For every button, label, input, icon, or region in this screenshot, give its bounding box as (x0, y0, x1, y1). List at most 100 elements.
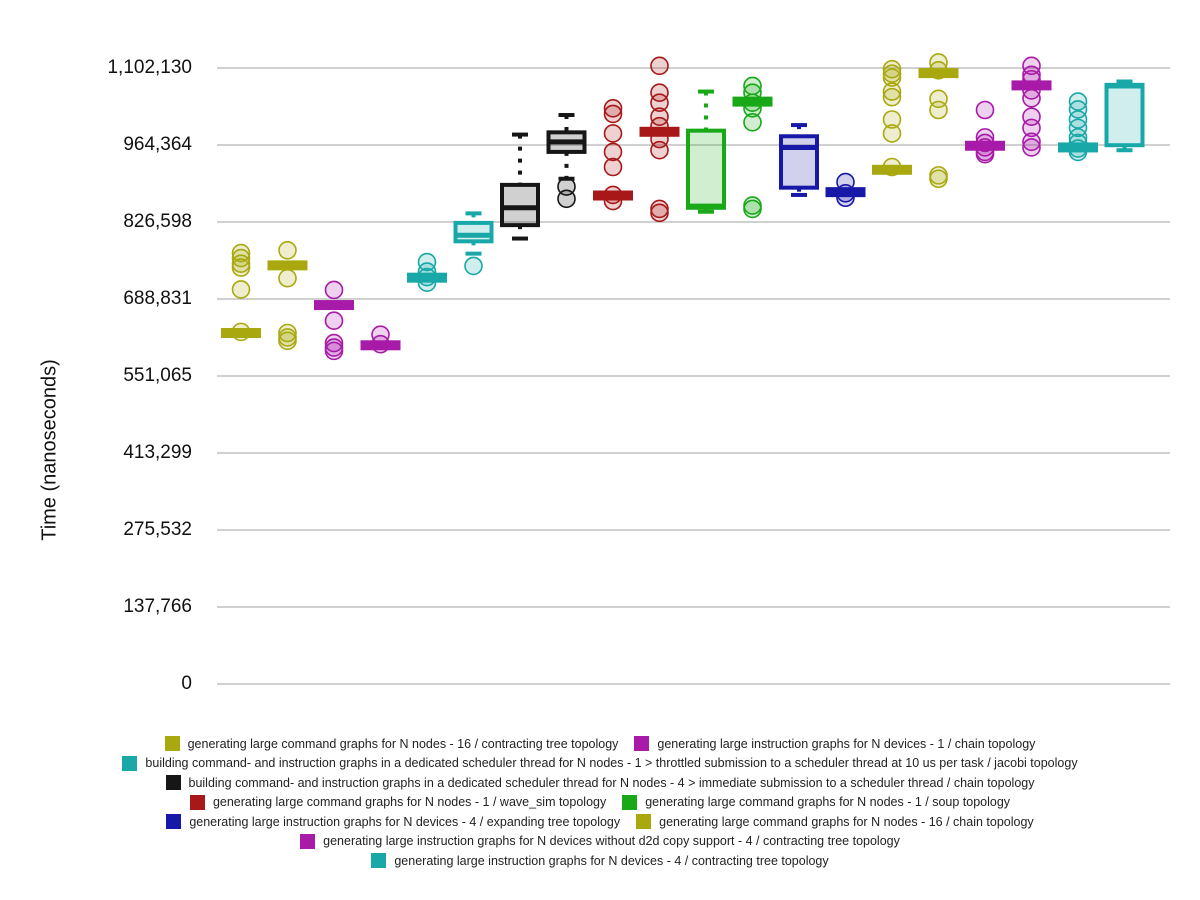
series-8 (872, 53, 959, 189)
data-point (836, 183, 855, 203)
y-tick-label: 1,102,130 (107, 57, 192, 78)
data-point (371, 325, 390, 344)
data-point (603, 104, 623, 124)
data-point (650, 93, 669, 113)
data-point (882, 68, 902, 87)
box (500, 182, 540, 228)
data-point (557, 189, 576, 209)
data-point (231, 243, 251, 263)
data-point (324, 311, 344, 331)
series-9 (965, 56, 1052, 164)
y-axis-title: Time (nanoseconds) (38, 359, 60, 541)
data-point (603, 124, 623, 143)
legend-swatch (165, 775, 181, 791)
legend-label: generating large instruction graphs for … (323, 834, 900, 849)
data-point (743, 99, 762, 118)
legend-swatch (122, 755, 138, 771)
data-point (231, 248, 251, 268)
data-point (278, 268, 297, 288)
legend-label: generating large command graphs for N no… (187, 736, 619, 751)
legend-item: generating large instruction graphs for … (300, 833, 900, 849)
legend-item: generating large instruction graphs for … (371, 853, 829, 869)
data-point (603, 191, 623, 211)
data-point (882, 124, 902, 143)
data-point (929, 100, 948, 120)
data-point (417, 273, 437, 292)
data-point (929, 169, 948, 189)
data-point (603, 99, 623, 118)
data-point (278, 240, 297, 260)
legend-label: building command- and instruction graphs… (145, 756, 1078, 771)
data-point (650, 56, 669, 76)
legend-label: generating large instruction graphs for … (394, 853, 829, 868)
box (453, 220, 494, 244)
y-tick-label: 551,065 (123, 365, 192, 386)
data-point (278, 331, 297, 351)
data-point (603, 157, 623, 177)
y-tick-label: 964,364 (123, 134, 192, 155)
median-bar (1011, 80, 1052, 91)
data-point (650, 116, 669, 136)
series-4 (500, 113, 587, 241)
legend-item: generating large command graphs for N no… (622, 794, 1011, 810)
series-5 (593, 56, 680, 223)
data-point (603, 142, 623, 162)
legend-label: generating large command graphs for N no… (659, 814, 1034, 829)
legend-row: building command- and instruction graphs… (0, 773, 1200, 793)
median-bar (872, 164, 912, 175)
series-2 (314, 280, 401, 361)
data-point (929, 61, 948, 80)
data-point (743, 83, 762, 102)
series-10 (1058, 79, 1145, 162)
data-point (231, 280, 251, 299)
y-tick-label: 275,532 (123, 519, 192, 540)
legend-swatch (189, 794, 205, 810)
data-point (882, 110, 902, 129)
legend-label: generating large command graphs for N no… (645, 795, 1011, 810)
data-point (650, 83, 669, 102)
legend: generating large command graphs for N no… (0, 734, 1200, 871)
data-point (882, 82, 902, 101)
data-point (417, 267, 437, 287)
median-bar (639, 126, 680, 137)
legend-item: generating large command graphs for N no… (164, 736, 619, 752)
data-point (231, 258, 251, 277)
legend-row: generating large command graphs for N no… (0, 793, 1200, 813)
data-point (743, 112, 762, 132)
legend-label: generating large instruction graphs for … (189, 814, 621, 829)
y-tick-label: 137,766 (123, 596, 192, 617)
series-marks (221, 53, 1145, 361)
median-bar (593, 190, 633, 201)
data-point (975, 144, 995, 164)
series-1 (221, 240, 308, 351)
legend-item: generating large command graphs for N no… (189, 794, 606, 810)
data-point (1022, 132, 1041, 152)
data-point (650, 140, 669, 160)
data-point (882, 157, 902, 177)
y-tick-labels: 0 137,766 275,532 413,299 551,065 688,831 826,… (107, 57, 192, 694)
legend-item: building command- and instruction graphs… (122, 755, 1078, 771)
median-bar (918, 68, 959, 79)
median-bar (407, 272, 447, 283)
legend-item: generating large instruction graphs for … (634, 736, 1035, 752)
data-point (1068, 118, 1088, 138)
legend-swatch (634, 736, 650, 752)
data-point (1022, 65, 1041, 85)
data-point (1022, 118, 1041, 138)
legend-row: building command- and instruction graphs… (0, 754, 1200, 774)
data-point (371, 334, 390, 354)
data-point (882, 87, 902, 107)
box (1104, 82, 1145, 148)
legend-swatch (166, 814, 182, 830)
y-tick-label: 0 (181, 673, 192, 694)
data-point (743, 199, 762, 219)
series-7 (779, 123, 866, 208)
series-6 (686, 76, 773, 219)
box (779, 134, 819, 190)
median-bar (825, 187, 866, 198)
box (686, 128, 726, 210)
median-bar (267, 260, 308, 271)
legend-swatch (300, 833, 316, 849)
data-point (743, 93, 762, 113)
y-tick-label: 413,299 (123, 442, 192, 463)
